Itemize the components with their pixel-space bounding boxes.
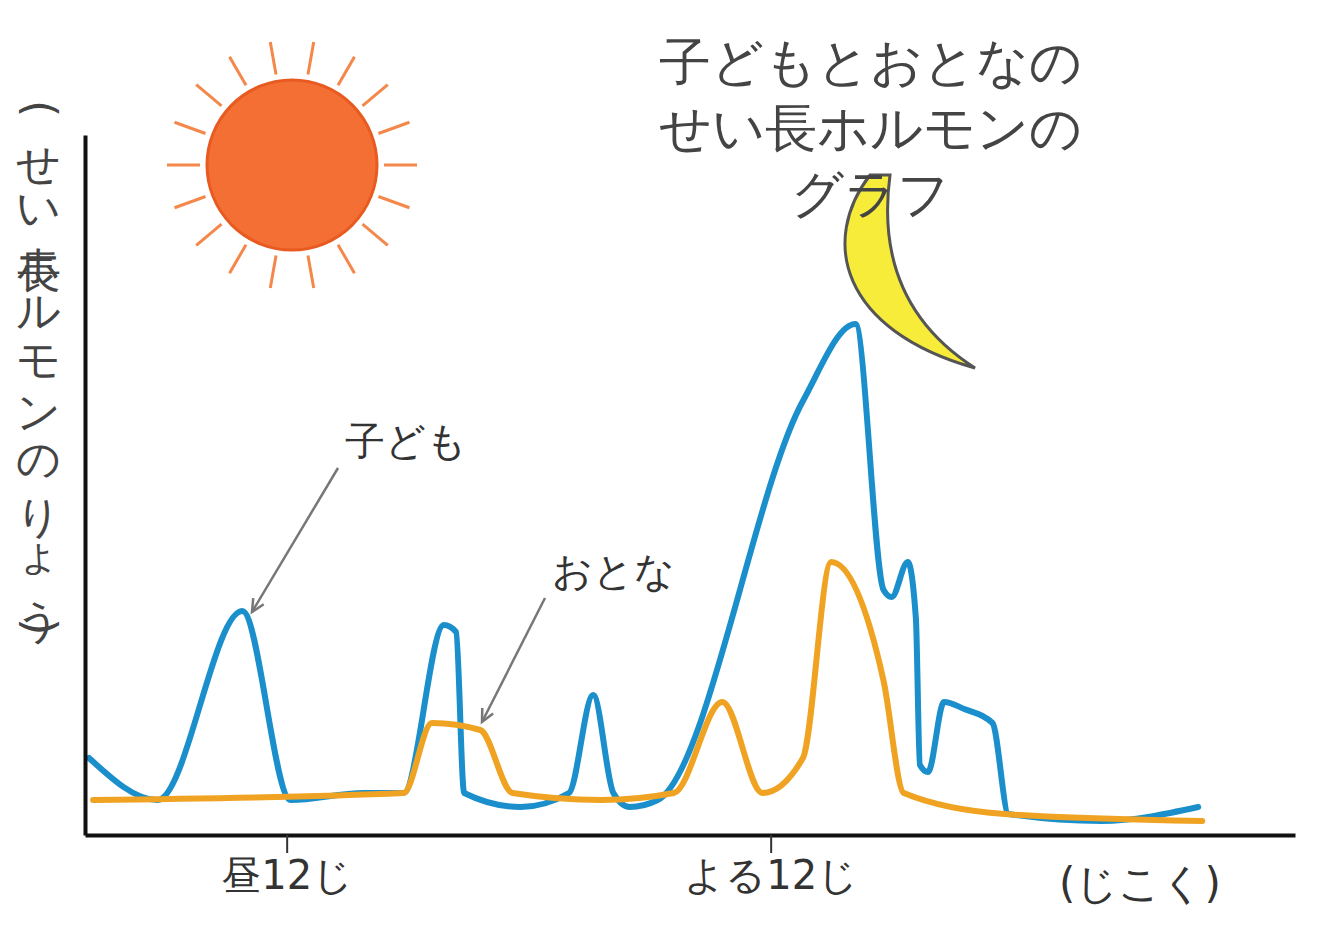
y-axis-line [84,136,88,836]
chart: 子どもとおとなのせい長ホルモンのグラフ昼12じ よる12じ (せい長ホルモンのりょう… [0,0,1328,931]
x-tick: 昼12じ [221,835,353,898]
callout-line [482,598,545,722]
x-axis-line [86,834,1296,838]
sun-ray [167,164,200,167]
title-line: せい長ホルモンの [659,98,1082,158]
sun-ray [362,224,387,245]
title-line: 子どもとおとなの [659,32,1082,92]
x-tick: よる12じ [684,835,858,898]
x-tick-label: よる12じ [684,852,858,898]
sun-ray [175,122,206,133]
sun-ray [230,245,247,274]
sun-ray [270,256,276,288]
callout-arrowhead [252,598,264,612]
title-line: グラフ [791,164,950,224]
title: 子どもとおとなのせい長ホルモンのグラフ [659,32,1082,224]
sun-ray [362,85,387,106]
sun-ray [196,85,221,106]
x-tick-mark [770,835,772,853]
y-axis-title: (せい長ホルモンのりょう) [15,100,66,645]
series-line [89,324,1198,821]
series-label: 子ども [345,418,467,464]
sun-ray [230,57,247,86]
x-tick-mark [286,835,288,853]
y-axis [85,136,86,836]
series-label: おとな [552,548,675,594]
sun-ray [196,224,221,245]
sun-ray [338,57,355,86]
plot-area [89,324,1202,821]
x-axis-title: (じこく) [1059,859,1221,908]
sun-ray [338,245,355,274]
sun-ray [270,42,276,74]
callout-arrowhead [482,708,493,722]
x-tick-label: 昼12じ [221,852,353,898]
sun-ray [308,42,314,74]
sun-ray [378,196,409,207]
callout-line [252,468,338,612]
sun-ray [378,122,409,133]
sun-ray [384,164,417,167]
sun-ray [308,256,314,288]
sun-ray [175,196,206,207]
sun [207,80,377,250]
